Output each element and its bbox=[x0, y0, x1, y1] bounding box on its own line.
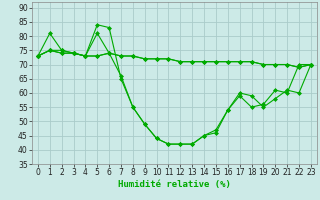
X-axis label: Humidité relative (%): Humidité relative (%) bbox=[118, 180, 231, 189]
